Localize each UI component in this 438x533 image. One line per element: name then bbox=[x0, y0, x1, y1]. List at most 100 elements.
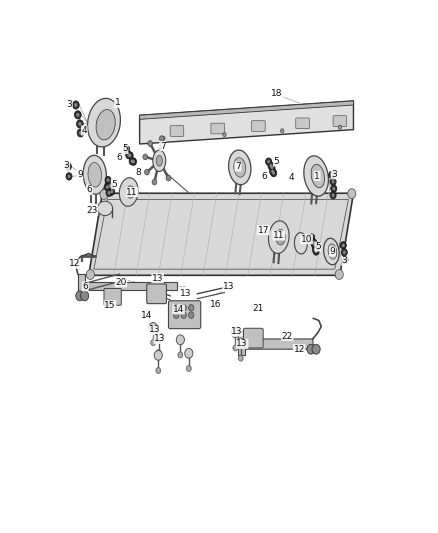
Circle shape bbox=[127, 154, 130, 157]
Circle shape bbox=[332, 180, 335, 183]
Circle shape bbox=[271, 170, 274, 173]
Circle shape bbox=[328, 171, 335, 179]
Circle shape bbox=[314, 248, 317, 251]
Circle shape bbox=[100, 190, 108, 199]
Circle shape bbox=[185, 349, 193, 358]
FancyBboxPatch shape bbox=[104, 288, 121, 305]
Text: 11: 11 bbox=[273, 231, 285, 240]
Circle shape bbox=[238, 356, 243, 361]
Text: 13: 13 bbox=[149, 326, 161, 334]
Polygon shape bbox=[78, 282, 177, 290]
Circle shape bbox=[105, 176, 111, 184]
Circle shape bbox=[311, 239, 317, 246]
Text: 18: 18 bbox=[271, 89, 283, 98]
Circle shape bbox=[311, 241, 318, 248]
Text: 4: 4 bbox=[81, 126, 87, 135]
Text: 4: 4 bbox=[289, 173, 294, 182]
Circle shape bbox=[67, 175, 71, 178]
Circle shape bbox=[270, 168, 276, 175]
Text: 13: 13 bbox=[230, 327, 242, 336]
Circle shape bbox=[65, 163, 71, 170]
Text: 21: 21 bbox=[253, 304, 264, 313]
Text: 14: 14 bbox=[141, 311, 152, 320]
Text: 3: 3 bbox=[67, 100, 72, 109]
Circle shape bbox=[313, 248, 319, 255]
Circle shape bbox=[265, 158, 272, 165]
Circle shape bbox=[156, 350, 161, 356]
Text: 13: 13 bbox=[237, 340, 248, 349]
Text: 3: 3 bbox=[342, 256, 347, 265]
Circle shape bbox=[74, 103, 78, 107]
Circle shape bbox=[313, 243, 316, 246]
Circle shape bbox=[125, 148, 128, 151]
Ellipse shape bbox=[311, 164, 325, 188]
Circle shape bbox=[269, 164, 275, 171]
Text: 5: 5 bbox=[274, 157, 279, 166]
Circle shape bbox=[166, 175, 171, 181]
Circle shape bbox=[77, 120, 83, 128]
Ellipse shape bbox=[328, 244, 337, 259]
Text: 14: 14 bbox=[173, 305, 184, 314]
Ellipse shape bbox=[96, 110, 115, 140]
Circle shape bbox=[233, 345, 238, 351]
Circle shape bbox=[109, 188, 115, 195]
Text: 6: 6 bbox=[82, 282, 88, 291]
Text: 13: 13 bbox=[223, 282, 234, 292]
Circle shape bbox=[342, 256, 348, 263]
Circle shape bbox=[107, 182, 113, 190]
Text: 1: 1 bbox=[115, 99, 120, 108]
Circle shape bbox=[162, 136, 165, 140]
Text: 12: 12 bbox=[293, 345, 305, 354]
Circle shape bbox=[341, 248, 347, 256]
Text: 5: 5 bbox=[315, 242, 321, 251]
FancyBboxPatch shape bbox=[251, 120, 265, 131]
Circle shape bbox=[178, 352, 183, 358]
Circle shape bbox=[131, 159, 134, 163]
Circle shape bbox=[343, 251, 346, 254]
Circle shape bbox=[271, 166, 273, 169]
Circle shape bbox=[151, 340, 155, 345]
Circle shape bbox=[149, 322, 157, 333]
Ellipse shape bbox=[83, 155, 106, 194]
Text: 16: 16 bbox=[210, 300, 222, 309]
Ellipse shape bbox=[276, 229, 285, 245]
Ellipse shape bbox=[105, 302, 110, 306]
Ellipse shape bbox=[324, 238, 339, 265]
Circle shape bbox=[331, 185, 337, 192]
Circle shape bbox=[107, 179, 110, 182]
Circle shape bbox=[126, 151, 132, 159]
Circle shape bbox=[176, 335, 184, 345]
Ellipse shape bbox=[156, 156, 162, 166]
Circle shape bbox=[173, 304, 179, 311]
Circle shape bbox=[268, 162, 274, 169]
Circle shape bbox=[156, 368, 161, 374]
Text: 9: 9 bbox=[77, 170, 83, 179]
Text: 17: 17 bbox=[258, 225, 269, 235]
Text: 13: 13 bbox=[152, 273, 163, 282]
Ellipse shape bbox=[119, 177, 138, 206]
Circle shape bbox=[152, 179, 157, 185]
Circle shape bbox=[312, 344, 320, 354]
Ellipse shape bbox=[126, 186, 135, 198]
Text: 5: 5 bbox=[122, 144, 128, 154]
Text: 1: 1 bbox=[314, 172, 320, 181]
Polygon shape bbox=[238, 330, 245, 356]
Circle shape bbox=[223, 133, 226, 136]
FancyBboxPatch shape bbox=[296, 118, 309, 128]
Circle shape bbox=[104, 183, 110, 191]
Text: 5: 5 bbox=[111, 180, 117, 189]
Ellipse shape bbox=[268, 221, 289, 254]
Circle shape bbox=[74, 111, 81, 119]
Circle shape bbox=[332, 187, 335, 190]
Circle shape bbox=[77, 129, 84, 137]
Circle shape bbox=[343, 258, 346, 261]
Text: 15: 15 bbox=[104, 301, 116, 310]
Circle shape bbox=[67, 165, 70, 168]
Text: 3: 3 bbox=[64, 161, 70, 170]
Circle shape bbox=[159, 136, 164, 141]
Text: 6: 6 bbox=[86, 185, 92, 195]
Text: 23: 23 bbox=[86, 206, 98, 215]
Circle shape bbox=[66, 173, 72, 180]
Circle shape bbox=[267, 160, 270, 163]
Circle shape bbox=[181, 304, 187, 311]
